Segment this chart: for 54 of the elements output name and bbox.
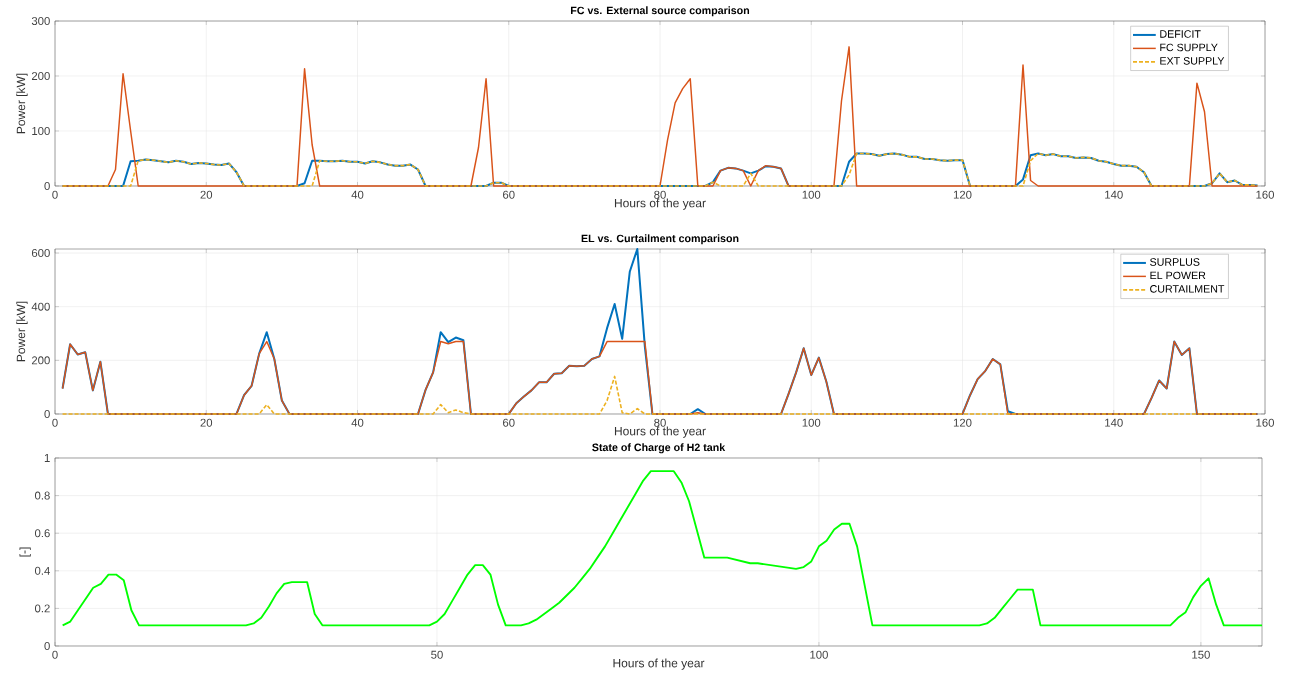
x-tick-label: 0 [52,418,58,427]
y-tick-label: 200 [31,356,50,365]
y-tick-label: 100 [32,127,50,135]
chart-title: FC vs. External source comparison [571,6,750,17]
x-tick-label: 160 [1256,190,1275,199]
y-axis-title: [-] [19,547,31,557]
legend-label: DEFICIT [1160,30,1201,38]
x-tick-label: 100 [802,418,821,427]
y-tick-label: 0.6 [34,529,50,538]
y-tick-label: 0.2 [34,604,50,613]
x-tick-label: 20 [200,418,213,427]
x-tick-label: 140 [1105,418,1123,427]
y-tick-label: 0.8 [34,491,50,500]
x-tick-label: 80 [654,418,666,427]
y-axis-title: Power [kW] [16,73,28,134]
y-tick-label: 400 [31,302,50,311]
line-series [61,375,1259,415]
x-tick-label: 0 [52,650,58,659]
y-tick-label: 0 [44,642,50,651]
legend-label: SURPLUS [1150,258,1200,266]
x-tick-label: 50 [431,650,443,659]
legend-label: FC SUPPLY [1160,43,1218,52]
x-tick-label: 0 [52,190,58,199]
x-tick-label: 100 [802,190,821,199]
legend-label: EL POWER [1150,271,1206,280]
chart-title: EL vs. Curtailment comparison [581,234,739,245]
y-tick-label: 1 [44,454,50,462]
y-tick-label: 0 [44,410,50,418]
x-tick-label: 100 [810,650,828,659]
y-tick-label: 0.4 [34,566,50,575]
x-tick-label: 160 [1256,418,1275,427]
x-tick-label: 40 [351,418,364,427]
x-axis-title: Hours of the year [614,198,706,210]
x-tick-label: 60 [503,418,515,427]
legend-label: EXT SUPPLY [1160,57,1225,65]
x-tick-label: 40 [351,190,364,199]
chart-title: State of Charge of H2 tank [592,443,726,454]
y-tick-label: 300 [31,17,50,26]
x-tick-label: 60 [503,190,515,199]
x-axis-title: Hours of the year [613,658,705,670]
x-tick-label: 20 [200,190,213,199]
line-series [61,340,1259,415]
x-tick-label: 80 [654,190,666,199]
y-axis-title: Power [kW] [16,301,28,362]
y-tick-label: 200 [31,72,50,81]
y-tick-label: 0 [44,181,50,190]
x-tick-label: 140 [1105,190,1123,199]
x-tick-label: 150 [1192,650,1210,659]
legend-label: CURTAILMENT [1150,285,1225,293]
x-axis-title: Hours of the year [614,426,706,438]
y-tick-label: 600 [31,249,50,258]
line-series [61,152,1259,187]
x-tick-label: 120 [953,190,972,199]
x-tick-label: 120 [953,418,972,427]
